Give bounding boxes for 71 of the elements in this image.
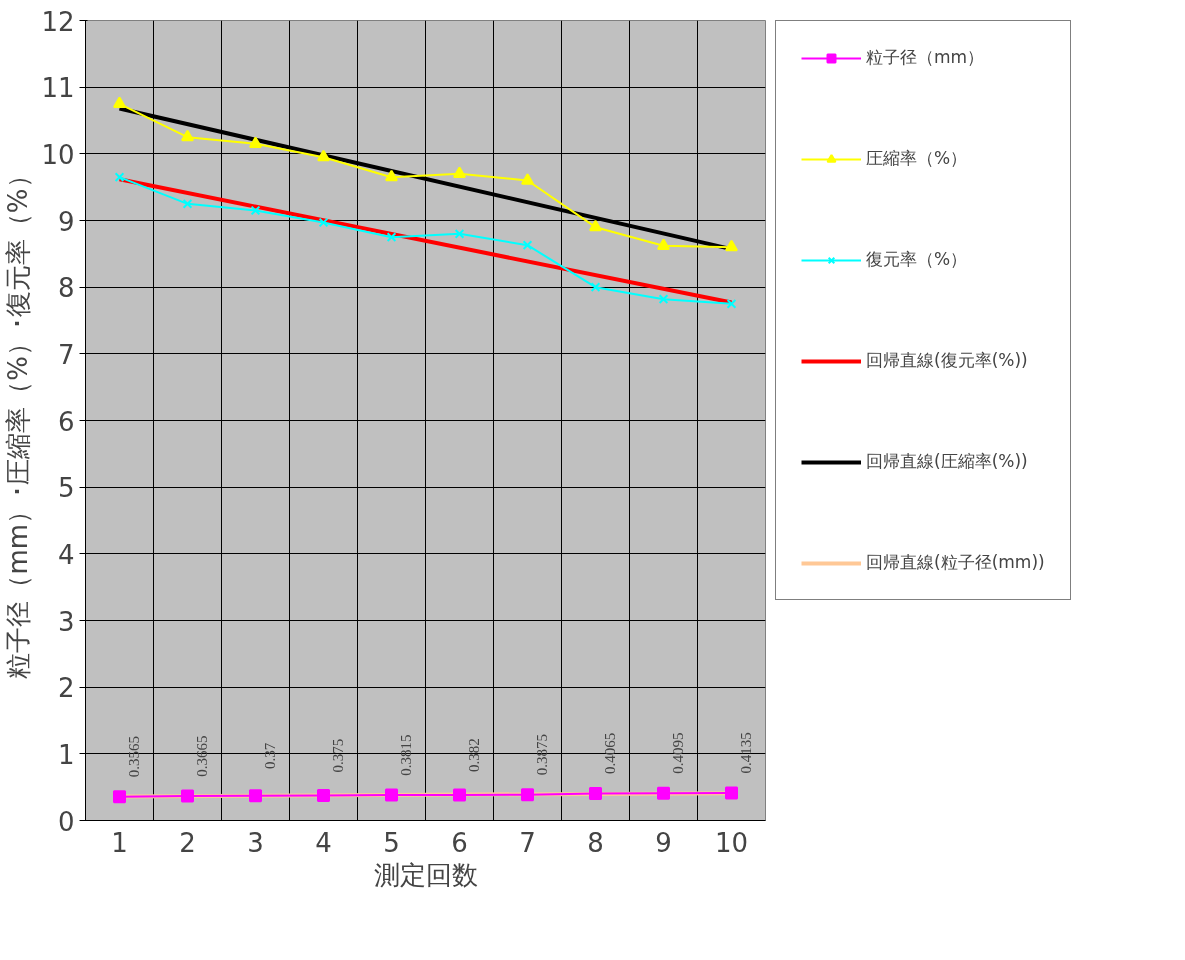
x-tick-label: 3 xyxy=(247,827,264,858)
x-tick-label: 9 xyxy=(655,827,672,858)
data-label: 0.375 xyxy=(330,738,347,773)
y-tick-label: 4 xyxy=(57,539,75,570)
y-tick-label: 1 xyxy=(57,739,75,770)
point xyxy=(521,788,534,802)
point xyxy=(521,173,534,185)
data-label: 0.3565 xyxy=(126,736,143,778)
legend-label: 圧縮率（%） xyxy=(866,147,968,170)
x-tick-label: 2 xyxy=(179,827,196,858)
y-tick-label: 8 xyxy=(57,273,75,304)
point xyxy=(113,790,126,804)
data-label: 0.382 xyxy=(466,738,483,772)
point xyxy=(249,789,262,803)
data-label: 0.3815 xyxy=(398,734,415,776)
x-tick-label: 6 xyxy=(451,827,468,858)
point xyxy=(249,136,262,149)
y-axis-title: 粒子径（mm）･圧縮率（%）･復元率（%） xyxy=(3,162,34,679)
data-label: 0.4135 xyxy=(738,732,755,774)
y-tick-label: 0 xyxy=(57,806,75,837)
point xyxy=(317,789,330,802)
point xyxy=(385,788,398,802)
point xyxy=(589,219,602,232)
y-tick-label: 10 xyxy=(41,139,75,170)
point xyxy=(658,294,669,305)
y-tick-label: 7 xyxy=(57,339,75,370)
x-axis-title: 測定回数 xyxy=(373,859,478,890)
point xyxy=(250,205,261,216)
point xyxy=(657,238,670,251)
x-tick-label: 4 xyxy=(315,827,332,858)
y-tick-label: 6 xyxy=(57,406,75,437)
y-tick-label: 9 xyxy=(57,206,75,237)
point xyxy=(181,789,194,803)
legend-label: 回帰直線(復元率(%)) xyxy=(866,349,1028,372)
point xyxy=(725,786,738,800)
point xyxy=(590,282,601,293)
x-tick-label: 5 xyxy=(383,827,400,858)
point xyxy=(386,232,397,243)
point xyxy=(453,788,466,802)
point xyxy=(726,298,737,309)
point xyxy=(453,166,466,179)
data-label: 0.3665 xyxy=(194,735,211,777)
point xyxy=(725,239,738,252)
x-tick-label: 7 xyxy=(519,827,536,858)
x-tick-label: 1 xyxy=(111,827,128,858)
data-label: 0.3875 xyxy=(534,734,551,776)
x-tick-label: 10 xyxy=(714,827,749,858)
point xyxy=(317,149,330,162)
point xyxy=(657,786,670,800)
point xyxy=(454,228,465,239)
point xyxy=(522,240,533,251)
data-label: 0.4095 xyxy=(670,732,687,774)
x-tick-label: 8 xyxy=(587,827,604,858)
legend-label: 回帰直線(圧縮率(%)) xyxy=(866,450,1028,473)
point xyxy=(385,169,398,182)
y-tick-label: 12 xyxy=(41,6,75,37)
y-tick-label: 2 xyxy=(57,673,75,704)
point xyxy=(114,172,125,183)
point xyxy=(182,198,193,209)
data-label: 0.4065 xyxy=(602,732,619,775)
legend-label: 復元率（%） xyxy=(866,248,968,271)
point xyxy=(318,217,329,228)
legend-label: 回帰直線(粒子径(mm)) xyxy=(866,551,1045,574)
point xyxy=(181,129,194,142)
y-tick-label: 3 xyxy=(57,606,75,637)
point xyxy=(589,786,602,800)
data-label: 0.37 xyxy=(262,742,279,769)
y-tick-label: 11 xyxy=(41,73,75,104)
legend-label: 粒子径（mm） xyxy=(866,46,985,69)
y-tick-label: 5 xyxy=(57,473,75,504)
point xyxy=(113,96,126,109)
